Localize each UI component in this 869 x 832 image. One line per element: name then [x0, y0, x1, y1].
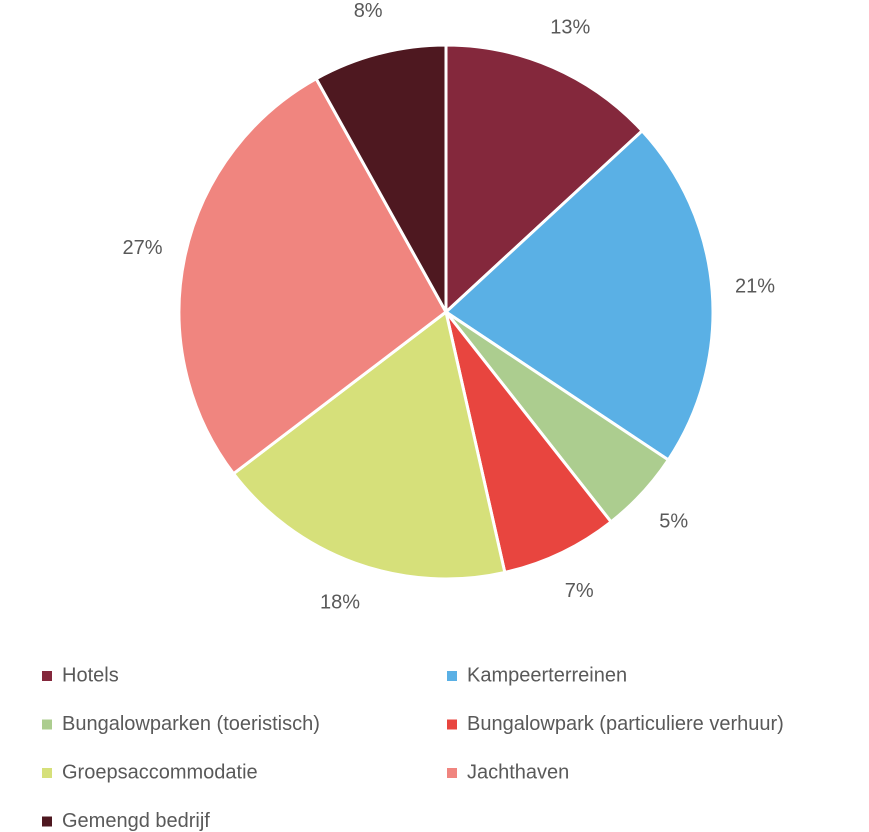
pie-slice: [314, 43, 448, 318]
legend-label: Jachthaven: [467, 761, 569, 783]
legend-swatch: [42, 719, 52, 730]
legend-label: Bungalowparken (toeristisch): [62, 713, 320, 735]
legend-swatch: [447, 768, 457, 778]
data-label: 5%: [659, 511, 688, 533]
pie-slice: [444, 43, 645, 316]
legend-swatch: [447, 719, 457, 730]
legend-swatch: [42, 671, 52, 681]
data-label: 27%: [123, 237, 163, 259]
legend-label: Bungalowpark (particuliere verhuur): [467, 713, 784, 735]
legend-swatch: [447, 671, 457, 681]
legend-label: Groepsaccommodatie: [62, 761, 258, 783]
pie-slice: [443, 128, 715, 462]
pie-slice: [444, 311, 614, 575]
data-label: 13%: [550, 16, 590, 38]
legend-label: Hotels: [62, 664, 119, 686]
pie-slice: [231, 309, 507, 581]
legend-swatch: [42, 816, 52, 827]
legend-label: Gemengd bedrijf: [62, 810, 210, 832]
legend-swatch: [42, 768, 52, 778]
legend-label: Kampeerterreinen: [467, 664, 627, 686]
data-label: 21%: [735, 276, 775, 298]
data-label: 7%: [565, 580, 594, 602]
pie-slice: [177, 76, 448, 476]
data-label: 8%: [354, 0, 383, 22]
data-label: 18%: [320, 592, 360, 614]
